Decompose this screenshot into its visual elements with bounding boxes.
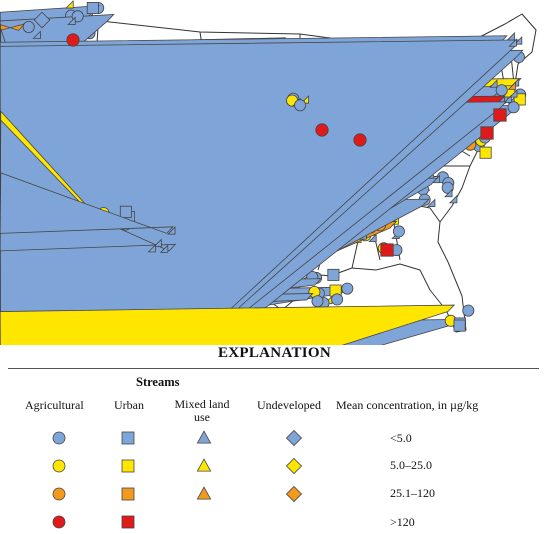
site-marker-350 xyxy=(507,81,517,90)
site-marker-322 xyxy=(479,146,492,159)
site-marker-298 xyxy=(426,198,436,207)
site-marker-275 xyxy=(327,268,340,281)
legend-square-4 xyxy=(121,515,135,529)
site-marker-348 xyxy=(513,93,526,106)
site-marker-351 xyxy=(495,84,508,97)
us-map xyxy=(0,0,537,345)
sampling-sites xyxy=(0,0,527,345)
site-marker-392 xyxy=(493,108,507,122)
site-marker-289 xyxy=(448,194,458,204)
site-marker-390 xyxy=(294,99,307,112)
explanation-title: EXPLANATION xyxy=(217,345,332,361)
column-mixed-land-use: Mixed land use xyxy=(174,397,230,424)
legend-triangle-1 xyxy=(196,430,212,444)
column-urban: Urban xyxy=(114,398,144,412)
site-marker-380 xyxy=(159,244,169,253)
legend-square-1 xyxy=(121,431,135,445)
site-marker-382 xyxy=(153,238,162,247)
legend-square-3 xyxy=(121,487,135,501)
site-marker-296 xyxy=(441,181,454,194)
class-label-3: 25.1–120 xyxy=(390,486,435,500)
legend-circle-4 xyxy=(52,515,66,529)
site-marker-29 xyxy=(22,20,35,33)
streams-header: Streams xyxy=(136,375,180,389)
site-marker-377 xyxy=(119,205,132,218)
site-marker-393 xyxy=(480,126,494,140)
site-marker-397 xyxy=(33,11,51,29)
site-marker-369 xyxy=(462,304,475,317)
legend-diamond-2 xyxy=(285,457,303,475)
site-marker-353 xyxy=(509,89,518,98)
site-marker-364 xyxy=(506,32,515,41)
site-marker-368 xyxy=(0,304,456,345)
site-marker-395 xyxy=(315,123,329,137)
site-marker-24 xyxy=(32,30,41,39)
site-marker-383 xyxy=(147,243,156,253)
site-marker-239 xyxy=(368,233,377,242)
site-marker-363 xyxy=(508,38,517,47)
site-marker-279 xyxy=(341,282,354,295)
site-marker-6 xyxy=(65,0,74,9)
site-marker-384 xyxy=(0,172,174,234)
site-marker-394 xyxy=(380,243,394,257)
site-marker-356 xyxy=(507,101,520,114)
concentration-header: Mean concentration, in µg/kg xyxy=(336,398,479,412)
legend-triangle-3 xyxy=(196,486,212,500)
class-label-2: 5.0–25.0 xyxy=(390,458,432,472)
legend-circle-1 xyxy=(52,431,66,445)
legend-circle-2 xyxy=(52,459,66,473)
site-marker-396 xyxy=(353,133,367,147)
site-marker-391 xyxy=(66,33,80,47)
column-undeveloped: Undeveloped xyxy=(257,398,321,412)
site-marker-381 xyxy=(167,226,176,235)
site-marker-21 xyxy=(86,2,99,14)
legend-triangle-2 xyxy=(196,458,212,472)
legend-circle-3 xyxy=(52,487,66,501)
site-marker-27 xyxy=(0,23,26,31)
legend-divider xyxy=(8,368,539,369)
legend-diamond-1 xyxy=(285,429,303,447)
column-agricultural: Agricultural xyxy=(25,398,84,412)
site-marker-245 xyxy=(392,225,405,238)
class-label-4: >120 xyxy=(390,515,415,529)
site-marker-370 xyxy=(453,319,466,332)
legend-diamond-3 xyxy=(285,485,303,503)
site-marker-22 xyxy=(67,16,76,25)
site-marker-297 xyxy=(444,188,453,198)
legend-square-2 xyxy=(121,459,135,473)
site-marker-272 xyxy=(331,293,344,306)
class-label-1: <5.0 xyxy=(390,431,412,445)
